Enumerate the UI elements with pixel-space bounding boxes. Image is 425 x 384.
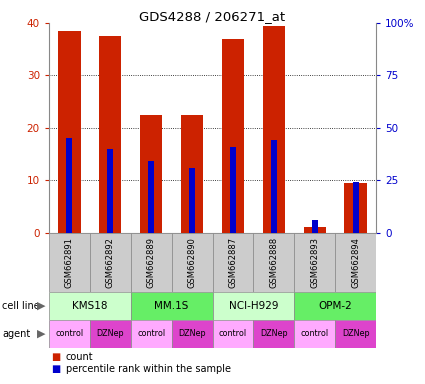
- Text: GDS4288 / 206271_at: GDS4288 / 206271_at: [139, 10, 286, 23]
- Bar: [66, 138, 72, 233]
- Bar: [58, 31, 81, 233]
- Bar: [294, 292, 376, 320]
- Bar: [172, 320, 212, 348]
- Bar: [140, 115, 162, 233]
- Text: GSM662890: GSM662890: [187, 237, 196, 288]
- Text: GSM662888: GSM662888: [269, 237, 278, 288]
- Bar: [172, 233, 212, 292]
- Text: agent: agent: [2, 329, 30, 339]
- Text: DZNep: DZNep: [260, 329, 288, 338]
- Text: ■: ■: [51, 352, 60, 362]
- Bar: [90, 233, 131, 292]
- Bar: [49, 292, 131, 320]
- Bar: [181, 115, 203, 233]
- Text: control: control: [219, 329, 247, 338]
- Text: NCI-H929: NCI-H929: [229, 301, 278, 311]
- Text: DZNep: DZNep: [342, 329, 369, 338]
- Text: GSM662887: GSM662887: [229, 237, 238, 288]
- Bar: [344, 183, 367, 233]
- Bar: [294, 233, 335, 292]
- Text: GSM662894: GSM662894: [351, 237, 360, 288]
- Text: control: control: [55, 329, 83, 338]
- Text: GSM662889: GSM662889: [147, 237, 156, 288]
- Bar: [335, 320, 376, 348]
- Bar: [131, 292, 212, 320]
- Bar: [99, 36, 122, 233]
- Bar: [335, 233, 376, 292]
- Text: ▶: ▶: [37, 329, 46, 339]
- Text: control: control: [137, 329, 165, 338]
- Bar: [303, 227, 326, 233]
- Text: cell line: cell line: [2, 301, 40, 311]
- Bar: [222, 39, 244, 233]
- Bar: [131, 233, 172, 292]
- Bar: [253, 233, 294, 292]
- Text: ▶: ▶: [37, 301, 46, 311]
- Text: GSM662891: GSM662891: [65, 237, 74, 288]
- Bar: [353, 182, 359, 233]
- Bar: [212, 320, 253, 348]
- Bar: [148, 161, 154, 233]
- Bar: [312, 220, 318, 233]
- Bar: [263, 26, 285, 233]
- Text: control: control: [301, 329, 329, 338]
- Text: DZNep: DZNep: [178, 329, 206, 338]
- Text: count: count: [66, 352, 94, 362]
- Bar: [49, 320, 90, 348]
- Bar: [230, 147, 236, 233]
- Text: GSM662893: GSM662893: [310, 237, 319, 288]
- Text: MM.1S: MM.1S: [154, 301, 189, 311]
- Bar: [212, 292, 294, 320]
- Bar: [271, 141, 277, 233]
- Text: OPM-2: OPM-2: [318, 301, 352, 311]
- Text: GSM662892: GSM662892: [106, 237, 115, 288]
- Bar: [212, 233, 253, 292]
- Bar: [189, 168, 195, 233]
- Bar: [49, 233, 90, 292]
- Bar: [131, 320, 172, 348]
- Text: ■: ■: [51, 364, 60, 374]
- Bar: [253, 320, 294, 348]
- Bar: [294, 320, 335, 348]
- Text: DZNep: DZNep: [96, 329, 124, 338]
- Text: KMS18: KMS18: [72, 301, 108, 311]
- Bar: [90, 320, 131, 348]
- Bar: [107, 149, 113, 233]
- Text: percentile rank within the sample: percentile rank within the sample: [66, 364, 231, 374]
